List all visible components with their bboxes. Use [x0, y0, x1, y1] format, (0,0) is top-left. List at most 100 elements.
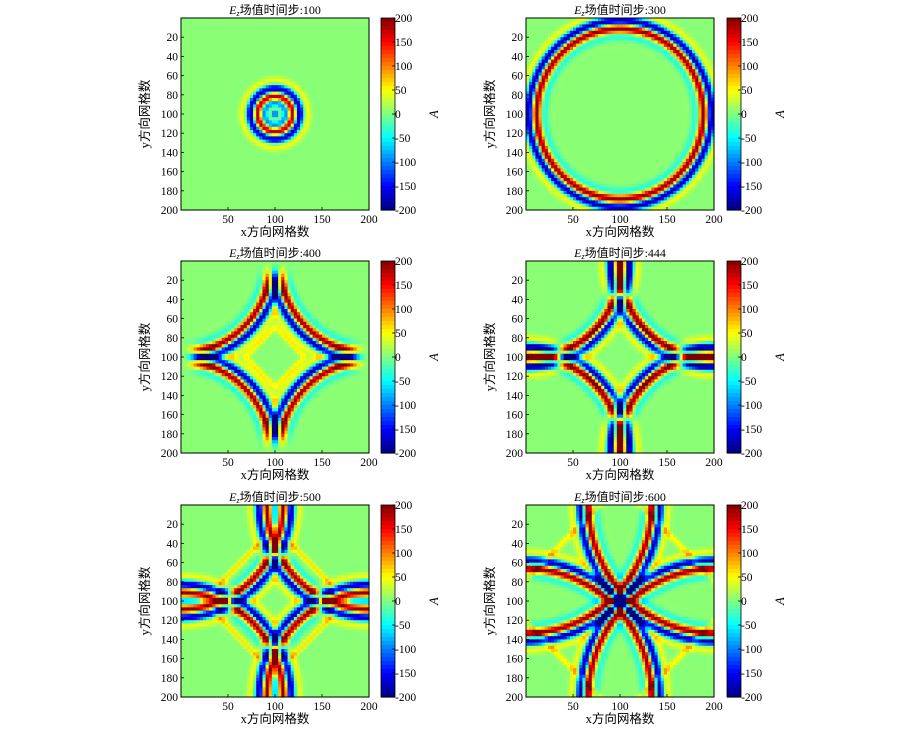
x-tick-label: 50 [567, 457, 579, 469]
colorbar-tick-label: 100 [395, 548, 413, 560]
y-tick-label: 20 [167, 275, 179, 287]
colorbar-tick-label: 150 [741, 280, 759, 292]
y-tick-label: 140 [506, 147, 524, 159]
y-axis-label: y方向网格数 [482, 566, 497, 635]
colorbar-tick-label: -200 [395, 692, 416, 704]
y-tick-label: 60 [512, 558, 524, 570]
x-tick-label: 50 [222, 701, 234, 713]
colorbar-tick-label: 150 [395, 524, 413, 536]
y-tick-label: 100 [161, 352, 179, 364]
y-tick-label: 180 [506, 673, 524, 685]
y-tick-label: 160 [506, 410, 524, 422]
figure-canvas: Ez场值时间步:10050100150200204060801001201401… [0, 0, 900, 725]
y-tick-label: 20 [167, 32, 179, 44]
colorbar-tick-label: -50 [395, 133, 411, 145]
x-axis-label: x方向网格数 [586, 467, 655, 482]
y-tick-label: 160 [506, 654, 524, 666]
y-tick-label: 80 [512, 90, 524, 102]
colorbar-tick-label: -150 [395, 181, 416, 193]
colorbar-label: A [773, 353, 787, 362]
x-axis-label: x方向网格数 [586, 711, 655, 725]
y-tick-label: 40 [512, 538, 524, 550]
colorbar-tick-label: 0 [395, 596, 401, 608]
heatmap [181, 505, 370, 698]
x-tick-label: 50 [567, 214, 579, 226]
y-tick-label: 80 [167, 333, 179, 345]
x-tick-label: 150 [658, 457, 676, 469]
y-tick-label: 120 [506, 371, 524, 383]
x-tick-label: 50 [567, 701, 579, 713]
y-tick-label: 80 [512, 577, 524, 589]
y-tick-label: 120 [161, 371, 179, 383]
colorbar-tick-label: 50 [741, 85, 753, 97]
panel-title: Ez场值时间步:400 [228, 245, 321, 261]
y-tick-label: 180 [506, 186, 524, 198]
y-tick-label: 160 [161, 410, 179, 422]
x-tick-label: 200 [360, 457, 378, 469]
colorbar-tick-label: 0 [395, 109, 401, 121]
y-tick-label: 200 [161, 448, 179, 460]
colorbar-tick-label: -100 [741, 400, 762, 412]
colorbar-tick-label: -200 [395, 205, 416, 217]
y-axis-label: y方向网格数 [137, 566, 152, 635]
colorbar-label: A [427, 110, 441, 119]
y-tick-label: 20 [167, 519, 179, 531]
colorbar-tick-label: 200 [395, 13, 413, 25]
colorbar-tick-label: -100 [395, 644, 416, 656]
colorbar-tick-label: -50 [395, 376, 411, 388]
y-tick-label: 80 [167, 90, 179, 102]
colorbar-tick-label: -50 [395, 620, 411, 632]
colorbar-label: A [427, 353, 441, 362]
figure: Ez场值时间步:10050100150200204060801001201401… [0, 0, 900, 725]
colorbar-tick-label: 100 [741, 61, 759, 73]
colorbar-tick-label: 150 [395, 280, 413, 292]
colorbar-tick-label: 200 [395, 256, 413, 268]
colorbar-tick-label: 0 [741, 109, 747, 121]
y-tick-label: 80 [512, 333, 524, 345]
y-tick-label: 140 [506, 634, 524, 646]
x-axis-label: x方向网格数 [241, 711, 310, 725]
colorbar-tick-label: 0 [741, 352, 747, 364]
colorbar-tick-label: -100 [395, 400, 416, 412]
colorbar-label: A [773, 110, 787, 119]
y-tick-label: 160 [161, 654, 179, 666]
x-tick-label: 200 [705, 701, 723, 713]
y-tick-label: 140 [161, 634, 179, 646]
colorbar-tick-label: -200 [741, 205, 762, 217]
heatmap [181, 18, 370, 211]
y-tick-label: 120 [161, 128, 179, 140]
colorbar-tick-label: 100 [395, 61, 413, 73]
x-tick-label: 150 [658, 214, 676, 226]
colorbar-tick-label: 150 [741, 37, 759, 49]
y-tick-label: 60 [167, 558, 179, 570]
colorbar-tick-label: 200 [741, 13, 759, 25]
title-text: 场值时间步:500 [240, 489, 321, 504]
colorbar-tick-label: 0 [741, 596, 747, 608]
colorbar-tick-label: -50 [741, 133, 757, 145]
y-tick-label: 180 [161, 186, 179, 198]
y-tick-label: 60 [167, 71, 179, 83]
colorbar-tick-label: 200 [741, 256, 759, 268]
panel-title: Ez场值时间步:100 [228, 2, 321, 18]
y-tick-label: 200 [506, 692, 524, 704]
x-tick-label: 200 [705, 457, 723, 469]
x-axis-label: x方向网格数 [586, 224, 655, 239]
title-text: 场值时间步:300 [585, 2, 666, 17]
x-tick-label: 150 [313, 214, 331, 226]
y-tick-label: 140 [506, 390, 524, 402]
colorbar-tick-label: -150 [741, 668, 762, 680]
colorbar-tick-label: -50 [741, 376, 757, 388]
x-tick-label: 150 [658, 701, 676, 713]
title-text: 场值时间步:100 [240, 2, 321, 17]
colorbar-tick-label: 200 [741, 500, 759, 512]
colorbar-tick-label: -150 [741, 181, 762, 193]
